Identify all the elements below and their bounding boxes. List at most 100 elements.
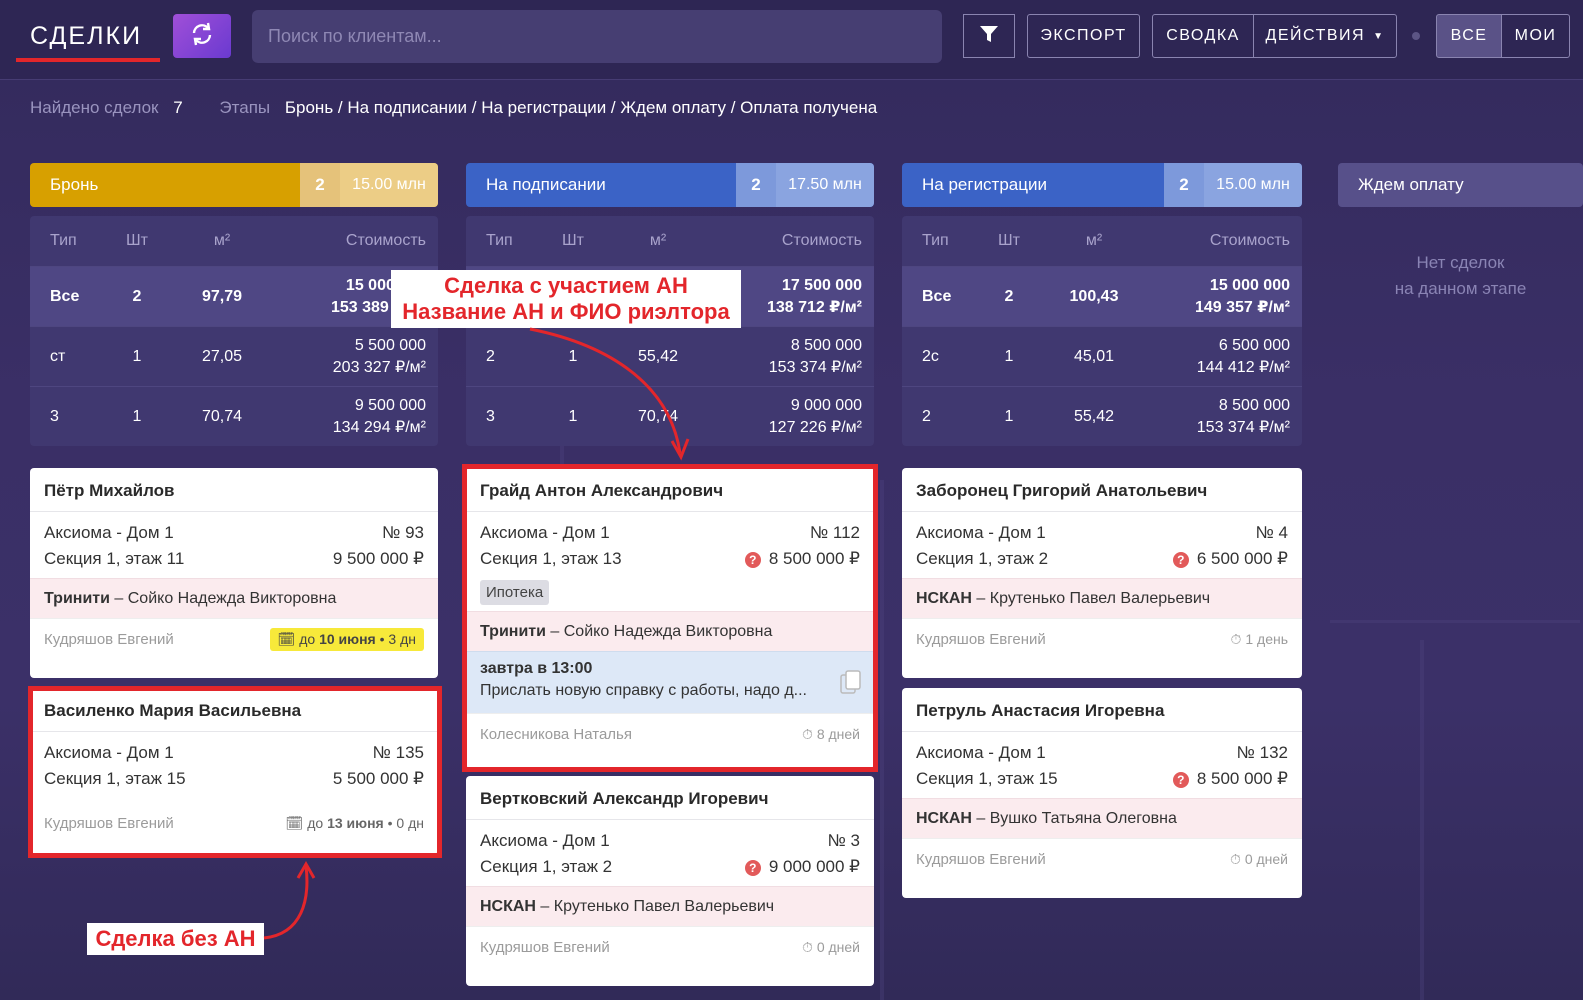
- deal-card[interactable]: Грайд Антон Александрович Аксиома - Дом …: [466, 468, 874, 768]
- row-price-per-m2: 149 357 ₽/м²: [1194, 298, 1290, 316]
- deadline-badge[interactable]: 🗓 до 10 июня • 3 дн: [269, 628, 424, 651]
- copy-icon[interactable]: [840, 670, 862, 701]
- stopwatch-icon: ⏱: [1230, 631, 1242, 647]
- deal-card[interactable]: Вертковский Александр Игоревич Аксиома -…: [466, 776, 874, 986]
- stats-row: 3 1 70,74 9 500 000 134 294 ₽/м²: [30, 386, 438, 446]
- export-button[interactable]: ЭКСПОРТ: [1027, 14, 1140, 58]
- column-name: На регистрации: [922, 175, 1047, 194]
- refresh-button[interactable]: [173, 14, 231, 58]
- column-header-booking[interactable]: Бронь 2 15.00 млн: [30, 163, 438, 207]
- deal-price: 9 000 000 ₽: [768, 857, 860, 876]
- filter-mine-button[interactable]: МОИ: [1501, 14, 1570, 58]
- row-type: Все: [50, 287, 80, 305]
- deal-price: 8 500 000 ₽: [768, 549, 860, 568]
- type-header: Тип: [486, 232, 513, 249]
- manager-name: Колесникова Наталья: [480, 726, 632, 743]
- filter-summary: Найдено сделок 7 Этапы Бронь / На подпис…: [30, 98, 877, 118]
- stats-table-booking: Тип Шт м² Стоимость Все 2 97,79 15 000 0…: [30, 216, 438, 446]
- apartment-number: № 93: [382, 523, 424, 542]
- stages-label: Этапы: [219, 98, 271, 117]
- type-header: Тип: [922, 232, 949, 249]
- apartment-number: № 135: [372, 743, 424, 762]
- realtor-name: – Крутенько Павел Валерьевич: [535, 898, 775, 915]
- card-footer: Колесникова Наталья ⏱ 8 дней: [466, 713, 874, 755]
- deal-info: Аксиома - Дом 1 № 93 Секция 1, этаж 11 9 5…: [30, 512, 438, 578]
- section-floor: Секция 1, этаж 2: [480, 857, 613, 876]
- column-sum: 17.50 млн: [776, 163, 874, 207]
- deadline-date: 10 июня: [319, 631, 376, 647]
- deal-price: 9 500 000 ₽: [332, 549, 424, 568]
- row-count: 1: [132, 407, 142, 425]
- actions-dropdown[interactable]: ДЕЙСТВИЯ ▼: [1253, 14, 1397, 58]
- page-title: СДЕЛКИ: [30, 22, 143, 50]
- agency-name: НСКАН: [916, 810, 972, 827]
- deal-age-value: 0 дней: [1244, 851, 1288, 867]
- deal-card[interactable]: Петруль Анастасия Игоревна Аксиома - Дом…: [902, 688, 1302, 898]
- mortgage-tag: Ипотека: [480, 580, 550, 605]
- deal-info: Аксиома - Дом 1 № 4 Секция 1, этаж 2? 6 50…: [902, 512, 1302, 578]
- card-footer: Кудряшов Евгений ⏱ 0 дней: [902, 838, 1302, 880]
- row-price-per-m2: 203 327 ₽/м²: [332, 358, 426, 376]
- top-bar: СДЕЛКИ ЭКСПОРТ СВОДКА ДЕЙСТВИЯ ▼ ВСЕ МОИ: [0, 0, 1583, 80]
- column-sum: 15.00 млн: [340, 163, 438, 207]
- highlight-frame: [28, 686, 442, 858]
- deadline-prefix: до: [307, 814, 328, 831]
- client-name: Вертковский Александр Игоревич: [466, 776, 874, 820]
- arrow-icon: [529, 327, 690, 461]
- manager-name: Кудряшов Евгений: [916, 631, 1046, 648]
- deal-age-value: 1 день: [1245, 631, 1288, 647]
- agency-row: Тринити – Сойко Надежда Викторовна: [466, 611, 874, 651]
- empty-line-2: на данном этапе: [1394, 279, 1527, 298]
- apartment-number: № 3: [827, 831, 860, 850]
- row-price-per-m2: 138 712 ₽/м²: [766, 298, 862, 316]
- column-name: На подписании: [486, 175, 606, 194]
- row-price-per-m2: 153 374 ₽/м²: [768, 358, 862, 376]
- card-footer: Кудряшов Евгений 🗓 до 10 июня • 3 дн: [30, 618, 438, 660]
- row-price: 9 500 000 134 294 ₽/м²: [282, 395, 438, 439]
- section-floor: Секция 1, этаж 15: [916, 769, 1058, 788]
- row-count: 1: [1004, 347, 1014, 365]
- row-price-per-m2: 153 374 ₽/м²: [1196, 418, 1290, 436]
- column-header-registration[interactable]: На регистрации 2 15.00 млн: [902, 163, 1302, 207]
- column-sum: 15.00 млн: [1204, 163, 1302, 207]
- deadline-days: • 3 дн: [375, 631, 416, 647]
- stats-row: ст 1 27,05 5 500 000 203 327 ₽/м²: [30, 326, 438, 386]
- filter-button[interactable]: [963, 14, 1015, 58]
- deal-card[interactable]: Пётр Михайлов Аксиома - Дом 1 № 93 Секция…: [30, 468, 438, 678]
- search-input[interactable]: [252, 10, 942, 63]
- row-price: 8 500 000 153 374 ₽/м²: [1154, 395, 1302, 439]
- column-header-awaiting-payment[interactable]: Ждем оплату: [1338, 163, 1583, 207]
- deal-card[interactable]: Василенко Мария Васильевна Аксиома - Дом…: [30, 688, 438, 854]
- apartment-number: № 4: [1255, 523, 1288, 542]
- question-icon[interactable]: ?: [1172, 771, 1189, 788]
- deal-age: ⏱ 1 день: [1231, 631, 1288, 648]
- active-tab-underline: [16, 58, 160, 62]
- task-block[interactable]: завтра в 13:00 Прислать новую справку с …: [466, 651, 874, 713]
- area-header: м²: [213, 232, 231, 249]
- agency-row: Тринити – Сойко Надежда Викторовна: [30, 578, 438, 618]
- object-name: Аксиома - Дом 1: [916, 743, 1046, 762]
- deal-card[interactable]: Заборонец Григорий Анатольевич Аксиома -…: [902, 468, 1302, 678]
- count-header: Шт: [998, 232, 1020, 249]
- deal-price: 6 500 000 ₽: [1196, 549, 1288, 568]
- question-icon[interactable]: ?: [1172, 551, 1189, 568]
- summary-button[interactable]: СВОДКА: [1152, 14, 1254, 58]
- count-header: Шт: [126, 232, 148, 249]
- column-header-signing[interactable]: На подписании 2 17.50 млн: [466, 163, 874, 207]
- apartment-number: № 112: [809, 523, 860, 542]
- column-name: Ждем оплату: [1358, 175, 1464, 194]
- note-line-2: Название АН и ФИО риэлтора: [402, 299, 730, 324]
- question-icon[interactable]: ?: [744, 551, 761, 568]
- row-price-per-m2: 134 294 ₽/м²: [332, 418, 426, 436]
- section-floor: Секция 1, этаж 15: [44, 769, 186, 788]
- client-name: Грайд Антон Александрович: [466, 468, 874, 512]
- column-count: 2: [1164, 163, 1204, 207]
- question-icon[interactable]: ?: [744, 859, 761, 876]
- empty-line-1: Нет сделок: [1416, 253, 1505, 272]
- deal-price: 8 500 000 ₽: [1196, 769, 1288, 788]
- object-name: Аксиома - Дом 1: [44, 743, 174, 762]
- row-type: 2: [486, 347, 495, 365]
- filter-all-button[interactable]: ВСЕ: [1436, 14, 1502, 58]
- row-count: 2: [1004, 287, 1014, 305]
- deadline-badge[interactable]: 🗓 до 13 июня • 0 дн: [286, 815, 424, 832]
